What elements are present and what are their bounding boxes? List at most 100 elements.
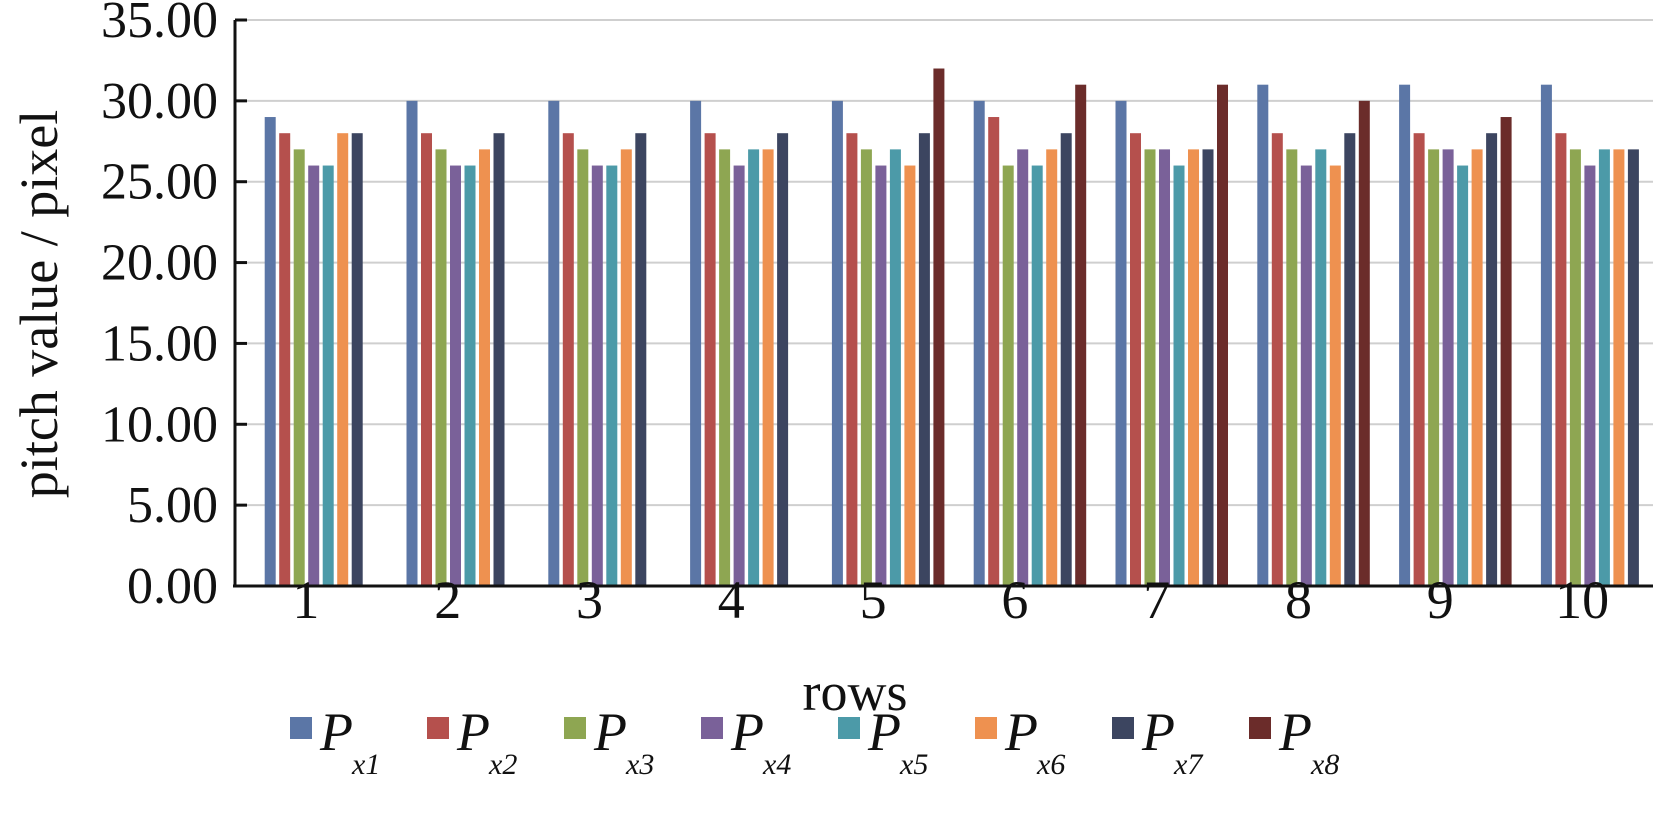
bar-x5-row-4 [748, 149, 760, 586]
bar-x8-row-7 [1217, 84, 1229, 586]
legend-label: P [456, 702, 490, 762]
bar-x5-row-2 [464, 165, 476, 587]
bar-x7-row-3 [635, 133, 647, 586]
legend-swatch [838, 717, 860, 739]
bar-x2-row-5 [846, 133, 858, 586]
x-tick-label: 10 [1555, 570, 1609, 630]
legend-label-subscript: x3 [625, 748, 654, 781]
bar-x6-row-9 [1471, 149, 1483, 586]
bar-x4-row-6 [1017, 149, 1029, 586]
bar-x3-row-3 [577, 149, 589, 586]
bar-x3-row-2 [435, 149, 447, 586]
bar-x5-row-8 [1315, 149, 1327, 586]
legend-swatch [427, 717, 449, 739]
legend-label-subscript: x5 [899, 748, 928, 781]
bar-x3-row-9 [1428, 149, 1440, 586]
y-tick-label: 5.00 [127, 477, 218, 534]
bar-x4-row-3 [591, 165, 603, 587]
bar-x1-row-1 [264, 117, 276, 587]
legend-label: P [593, 702, 627, 762]
legend-swatch [290, 717, 312, 739]
bar-x2-row-9 [1413, 133, 1425, 586]
bar-x6-row-5 [904, 165, 916, 587]
legend-item-x1: Px1 [290, 702, 380, 781]
legend-swatch [1112, 717, 1134, 739]
bar-x1-row-8 [1257, 84, 1269, 586]
legend-swatch [701, 717, 723, 739]
bar-x7-row-9 [1486, 133, 1498, 586]
bar-x1-row-3 [548, 100, 560, 586]
bar-x4-row-7 [1159, 149, 1171, 586]
x-tick-labels: 1 2 3 4 5 6 7 8 9 10 [292, 570, 1609, 630]
legend-label: P [867, 702, 901, 762]
bar-x7-row-8 [1344, 133, 1356, 586]
bar-x5-row-9 [1457, 165, 1469, 587]
x-tick-label: 7 [1143, 570, 1170, 630]
legend-item-x2: Px2 [427, 702, 517, 781]
bar-x8-row-6 [1075, 84, 1087, 586]
y-tick-label: 20.00 [101, 235, 218, 292]
bar-x6-row-3 [620, 149, 632, 586]
bar-x3-row-10 [1569, 149, 1581, 586]
y-tick-label: 30.00 [101, 73, 218, 130]
bar-x6-row-10 [1613, 149, 1625, 586]
x-tick-label: 9 [1427, 570, 1454, 630]
bar-x3-row-7 [1144, 149, 1156, 586]
legend-label-subscript: x4 [762, 748, 791, 781]
x-tick-label: 6 [1001, 570, 1028, 630]
x-tick-label: 8 [1285, 570, 1312, 630]
bar-x7-row-2 [493, 133, 505, 586]
legend-swatch [975, 717, 997, 739]
legend-label-subscript: x2 [488, 748, 517, 781]
bar-x7-row-5 [918, 133, 930, 586]
y-tick-label: 15.00 [101, 315, 218, 372]
bar-x1-row-10 [1540, 84, 1552, 586]
bar-x2-row-10 [1555, 133, 1567, 586]
x-tick-label: 4 [718, 570, 745, 630]
bar-x8-row-8 [1358, 100, 1370, 586]
bar-x1-row-5 [831, 100, 843, 586]
bar-x2-row-3 [562, 133, 574, 586]
y-tick-label: 0.00 [127, 558, 218, 615]
y-axis-label: pitch value / pixel [9, 110, 69, 498]
bar-x4-row-1 [308, 165, 320, 587]
bar-x2-row-7 [1130, 133, 1142, 586]
bar-x5-row-3 [606, 165, 618, 587]
legend-label-subscript: x7 [1173, 748, 1204, 781]
bar-x7-row-6 [1060, 133, 1072, 586]
legend-item-x4: Px4 [701, 702, 791, 781]
legend-item-x3: Px3 [564, 702, 654, 781]
bar-x6-row-7 [1188, 149, 1200, 586]
bar-x4-row-4 [733, 165, 745, 587]
bar-x5-row-10 [1598, 149, 1610, 586]
y-tick-label: 10.00 [101, 396, 218, 453]
bar-x1-row-2 [406, 100, 418, 586]
bar-x3-row-1 [293, 149, 305, 586]
bar-x4-row-9 [1442, 149, 1454, 586]
bar-x2-row-2 [421, 133, 433, 586]
legend-label: P [730, 702, 764, 762]
legend-label: P [1004, 702, 1038, 762]
bars [264, 68, 1639, 587]
y-tick-labels: 0.00 5.00 10.00 15.00 20.00 25.00 30.00 35.00 [101, 0, 247, 615]
legend-swatch [1249, 717, 1271, 739]
legend-swatch [564, 717, 586, 739]
bar-x6-row-4 [762, 149, 774, 586]
bar-x1-row-9 [1399, 84, 1411, 586]
bar-x2-row-4 [704, 133, 716, 586]
bar-x7-row-7 [1202, 149, 1214, 586]
bar-x1-row-4 [690, 100, 702, 586]
x-tick-label: 3 [576, 570, 603, 630]
bar-x8-row-5 [933, 68, 945, 586]
bar-x4-row-8 [1300, 165, 1312, 587]
legend-label: P [1278, 702, 1312, 762]
legend-item-x7: Px7 [1112, 702, 1204, 781]
bar-x4-row-10 [1584, 165, 1596, 587]
bar-x3-row-6 [1002, 165, 1014, 587]
legend-label-subscript: x6 [1036, 748, 1065, 781]
bar-x3-row-5 [860, 149, 872, 586]
axes [233, 20, 1653, 588]
bar-x7-row-1 [351, 133, 363, 586]
